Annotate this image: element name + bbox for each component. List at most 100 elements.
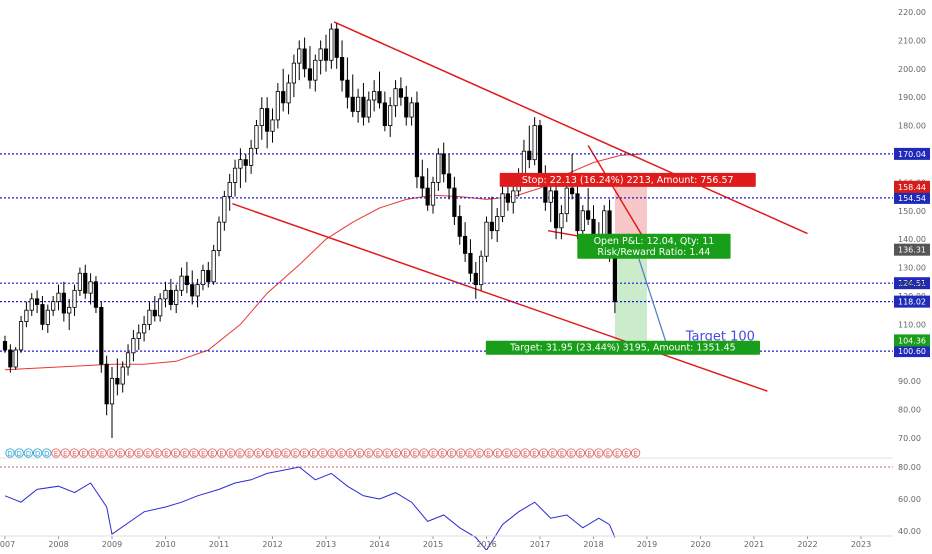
candle-body (420, 176, 425, 189)
candle-body (430, 181, 436, 206)
candle-body (99, 306, 104, 365)
earnings-marker[interactable] (492, 448, 503, 458)
candle-body (88, 281, 93, 294)
earnings-marker[interactable] (548, 448, 558, 458)
earnings-marker[interactable] (235, 448, 245, 458)
earnings-marker[interactable] (253, 448, 264, 458)
time-tick-label: 2017 (530, 540, 550, 549)
earnings-marker-label: E (118, 450, 122, 458)
earnings-marker[interactable] (115, 448, 126, 458)
earnings-marker[interactable] (318, 448, 328, 458)
earnings-marker[interactable] (456, 448, 466, 458)
earnings-marker[interactable] (391, 448, 402, 458)
earnings-marker[interactable] (216, 448, 227, 458)
dividend-marker[interactable] (23, 448, 34, 458)
earnings-marker[interactable] (419, 448, 429, 458)
candle-body (334, 28, 339, 58)
earnings-marker[interactable] (428, 448, 438, 458)
earnings-marker[interactable] (373, 448, 383, 458)
time-tick-label: 2008 (48, 540, 68, 549)
earnings-marker[interactable] (226, 448, 236, 458)
earnings-marker[interactable] (437, 448, 448, 458)
earnings-marker[interactable] (124, 448, 135, 458)
earnings-marker[interactable] (400, 448, 411, 458)
earnings-marker-label: E (486, 450, 490, 458)
candle-body (211, 250, 216, 283)
earnings-marker[interactable] (529, 448, 540, 458)
earnings-marker-label: E (431, 450, 435, 458)
earnings-marker-label: E (201, 450, 205, 458)
earnings-marker[interactable] (483, 448, 494, 458)
earnings-marker[interactable] (180, 448, 190, 458)
reward-zone[interactable] (614, 249, 647, 341)
trendline-2[interactable] (232, 202, 768, 392)
earnings-marker[interactable] (336, 448, 346, 458)
candle-body (125, 352, 131, 368)
position-layer[interactable] (614, 186, 647, 341)
earnings-marker[interactable] (143, 448, 153, 458)
earnings-marker[interactable] (161, 448, 172, 458)
earnings-marker[interactable] (308, 448, 319, 458)
earnings-marker[interactable] (575, 448, 586, 458)
earnings-marker[interactable] (621, 448, 632, 458)
earnings-marker[interactable] (603, 448, 613, 458)
earnings-marker[interactable] (465, 448, 475, 458)
projection-line[interactable] (638, 258, 667, 342)
earnings-marker[interactable] (152, 448, 162, 458)
earnings-marker[interactable] (584, 448, 595, 458)
earnings-marker[interactable] (630, 448, 641, 458)
earnings-marker[interactable] (557, 448, 567, 458)
earnings-marker[interactable] (345, 448, 356, 458)
position-labels-layer: Stop: 22.13 (16.24%) 2213, Amount: 756.5… (485, 172, 761, 355)
earnings-marker[interactable] (446, 448, 457, 458)
earnings-marker[interactable] (299, 448, 310, 458)
trendline-4[interactable] (587, 145, 645, 240)
earnings-marker[interactable] (189, 448, 199, 458)
earnings-marker[interactable] (511, 448, 521, 458)
earnings-marker-label: E (514, 450, 518, 458)
earnings-marker[interactable] (51, 448, 61, 458)
earnings-marker[interactable] (290, 448, 300, 458)
earnings-marker[interactable] (474, 448, 484, 458)
earnings-marker[interactable] (97, 448, 107, 458)
earnings-marker[interactable] (520, 448, 530, 458)
dividend-marker[interactable] (32, 448, 43, 458)
earnings-marker[interactable] (382, 448, 392, 458)
earnings-marker[interactable] (106, 448, 116, 458)
earnings-marker[interactable] (170, 448, 181, 458)
candle-body (361, 96, 366, 118)
earnings-marker[interactable] (262, 448, 273, 458)
earnings-marker[interactable] (502, 448, 512, 458)
dividend-marker[interactable] (14, 448, 24, 458)
earnings-marker[interactable] (612, 448, 622, 458)
earnings-marker[interactable] (327, 448, 337, 458)
earnings-marker[interactable] (364, 448, 374, 458)
candle-body (259, 108, 264, 126)
candle-body (136, 332, 141, 340)
earnings-marker[interactable] (281, 448, 291, 458)
level-price-tag: 100.60 (898, 347, 926, 356)
dividend-marker[interactable] (5, 448, 15, 458)
earnings-marker[interactable] (594, 448, 604, 458)
earnings-marker[interactable] (69, 448, 80, 458)
earnings-marker[interactable] (272, 448, 282, 458)
earnings-marker[interactable] (354, 448, 365, 458)
earnings-marker[interactable] (198, 448, 208, 458)
earnings-marker[interactable] (134, 448, 144, 458)
earnings-marker[interactable] (60, 448, 70, 458)
earnings-marker-label: E (532, 450, 536, 458)
earnings-marker[interactable] (566, 448, 576, 458)
earnings-marker[interactable] (244, 448, 254, 458)
candle-body (350, 96, 355, 112)
earnings-marker[interactable] (207, 448, 218, 458)
dividend-marker[interactable] (42, 448, 52, 458)
earnings-marker[interactable] (78, 448, 89, 458)
candle-body (179, 275, 184, 291)
earnings-marker[interactable] (538, 448, 549, 458)
earnings-marker-label: E (173, 450, 177, 458)
earnings-marker[interactable] (410, 448, 420, 458)
earnings-marker[interactable] (88, 448, 98, 458)
